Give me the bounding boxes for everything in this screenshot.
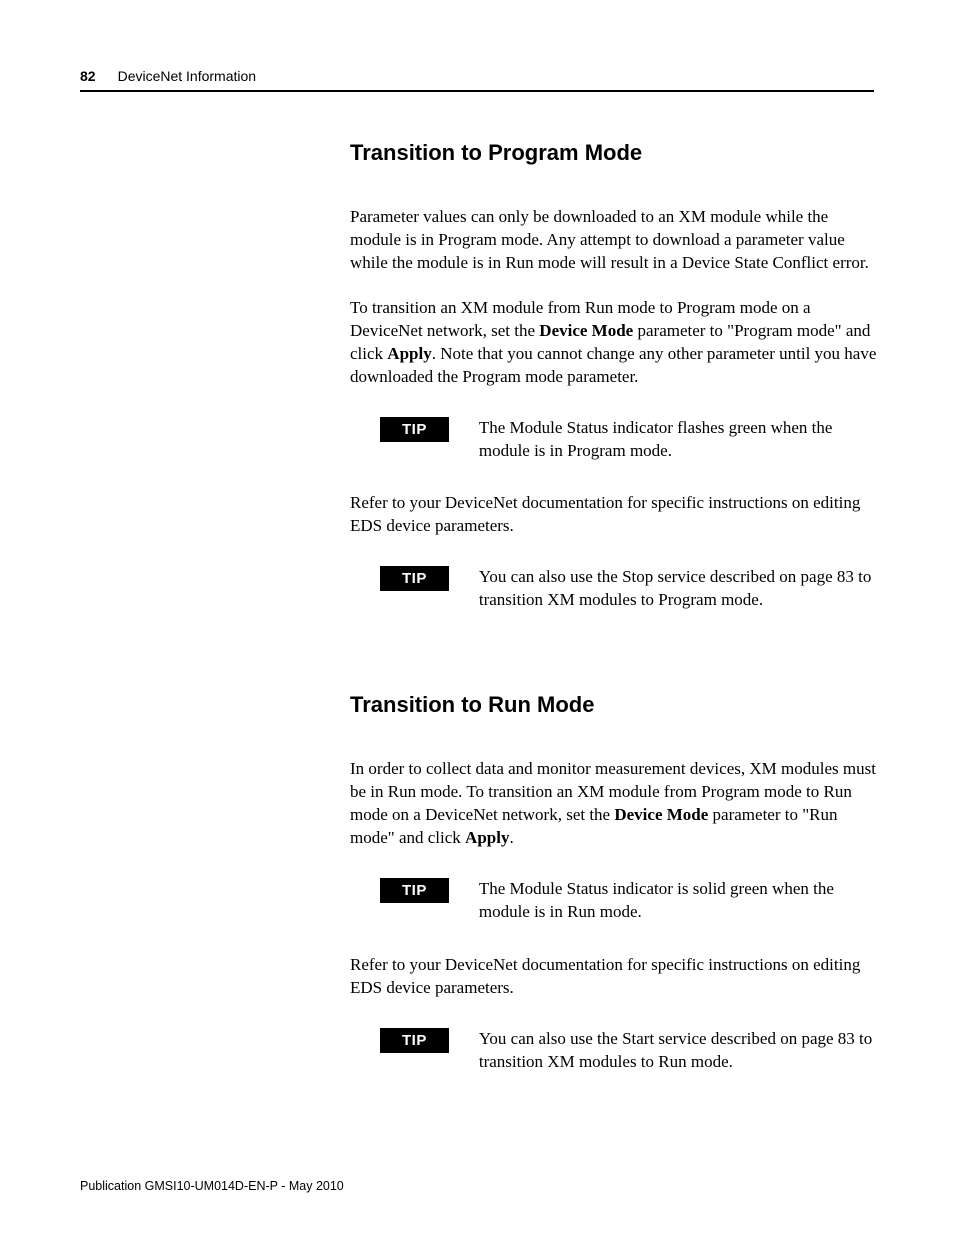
section-gap bbox=[350, 642, 880, 692]
body-paragraph: Refer to your DeviceNet documentation fo… bbox=[350, 954, 880, 1000]
tip-text: The Module Status indicator is solid gre… bbox=[479, 878, 880, 924]
tip-block: TIP The Module Status indicator is solid… bbox=[380, 878, 880, 924]
tip-label: TIP bbox=[380, 417, 449, 442]
tip-label: TIP bbox=[380, 566, 449, 591]
body-paragraph: Refer to your DeviceNet documentation fo… bbox=[350, 492, 880, 538]
tip-text: You can also use the Start service descr… bbox=[479, 1028, 880, 1074]
body-paragraph: To transition an XM module from Run mode… bbox=[350, 297, 880, 389]
header-row: 82 DeviceNet Information bbox=[80, 68, 874, 92]
tip-block: TIP You can also use the Start service d… bbox=[380, 1028, 880, 1074]
tip-block: TIP You can also use the Stop service de… bbox=[380, 566, 880, 612]
running-title: DeviceNet Information bbox=[118, 68, 257, 84]
section-heading-run: Transition to Run Mode bbox=[350, 692, 880, 718]
body-paragraph: In order to collect data and monitor mea… bbox=[350, 758, 880, 850]
page-root: 82 DeviceNet Information Transition to P… bbox=[0, 0, 954, 1074]
publication-footer: Publication GMSI10-UM014D-EN-P - May 201… bbox=[80, 1179, 344, 1193]
page-number: 82 bbox=[80, 68, 96, 84]
body-paragraph: Parameter values can only be downloaded … bbox=[350, 206, 880, 275]
tip-text: The Module Status indicator flashes gree… bbox=[479, 417, 880, 463]
content-column: Transition to Program Mode Parameter val… bbox=[350, 140, 880, 1074]
tip-label: TIP bbox=[380, 1028, 449, 1053]
tip-text: You can also use the Stop service descri… bbox=[479, 566, 880, 612]
tip-block: TIP The Module Status indicator flashes … bbox=[380, 417, 880, 463]
tip-label: TIP bbox=[380, 878, 449, 903]
section-heading-program: Transition to Program Mode bbox=[350, 140, 880, 166]
